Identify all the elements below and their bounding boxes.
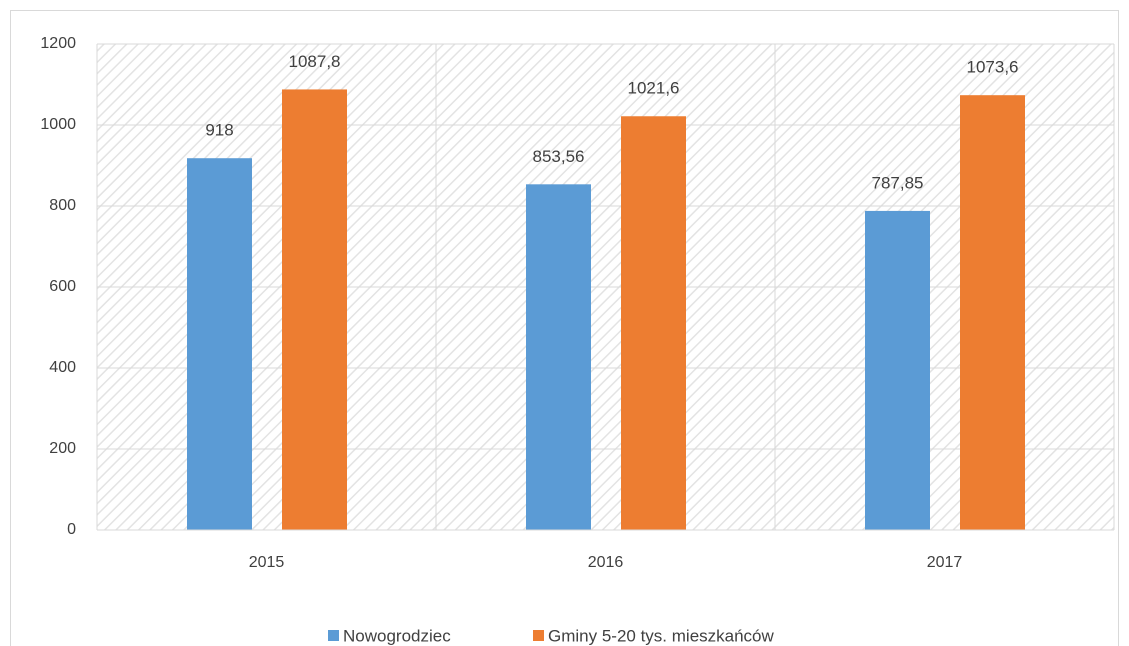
data-label: 918	[205, 121, 233, 140]
bar	[526, 184, 591, 530]
x-tick-label: 2017	[927, 554, 963, 571]
bar	[282, 89, 347, 530]
y-tick-label: 1200	[40, 35, 76, 52]
bar	[960, 95, 1025, 530]
y-tick-label: 600	[49, 278, 76, 295]
data-label: 853,56	[533, 147, 585, 166]
x-tick-label: 2016	[588, 554, 624, 571]
data-label: 1087,8	[289, 52, 341, 71]
bar	[187, 158, 252, 530]
bar	[865, 210, 930, 530]
y-tick-label: 200	[49, 440, 76, 457]
y-tick-label: 1000	[40, 116, 76, 133]
y-tick-label: 400	[49, 359, 76, 376]
data-label: 1073,6	[967, 58, 1019, 77]
bar	[621, 116, 686, 530]
legend-label: Nowogrodziec	[343, 626, 451, 645]
x-tick-label: 2015	[249, 554, 285, 571]
data-label: 787,85	[872, 173, 924, 192]
y-tick-label: 0	[67, 521, 76, 538]
legend-label: Gminy 5-20 tys. mieszkańców	[548, 626, 775, 645]
data-label: 1021,6	[628, 79, 680, 98]
y-tick-label: 800	[49, 197, 76, 214]
legend-swatch	[533, 630, 544, 641]
legend-swatch	[328, 630, 339, 641]
